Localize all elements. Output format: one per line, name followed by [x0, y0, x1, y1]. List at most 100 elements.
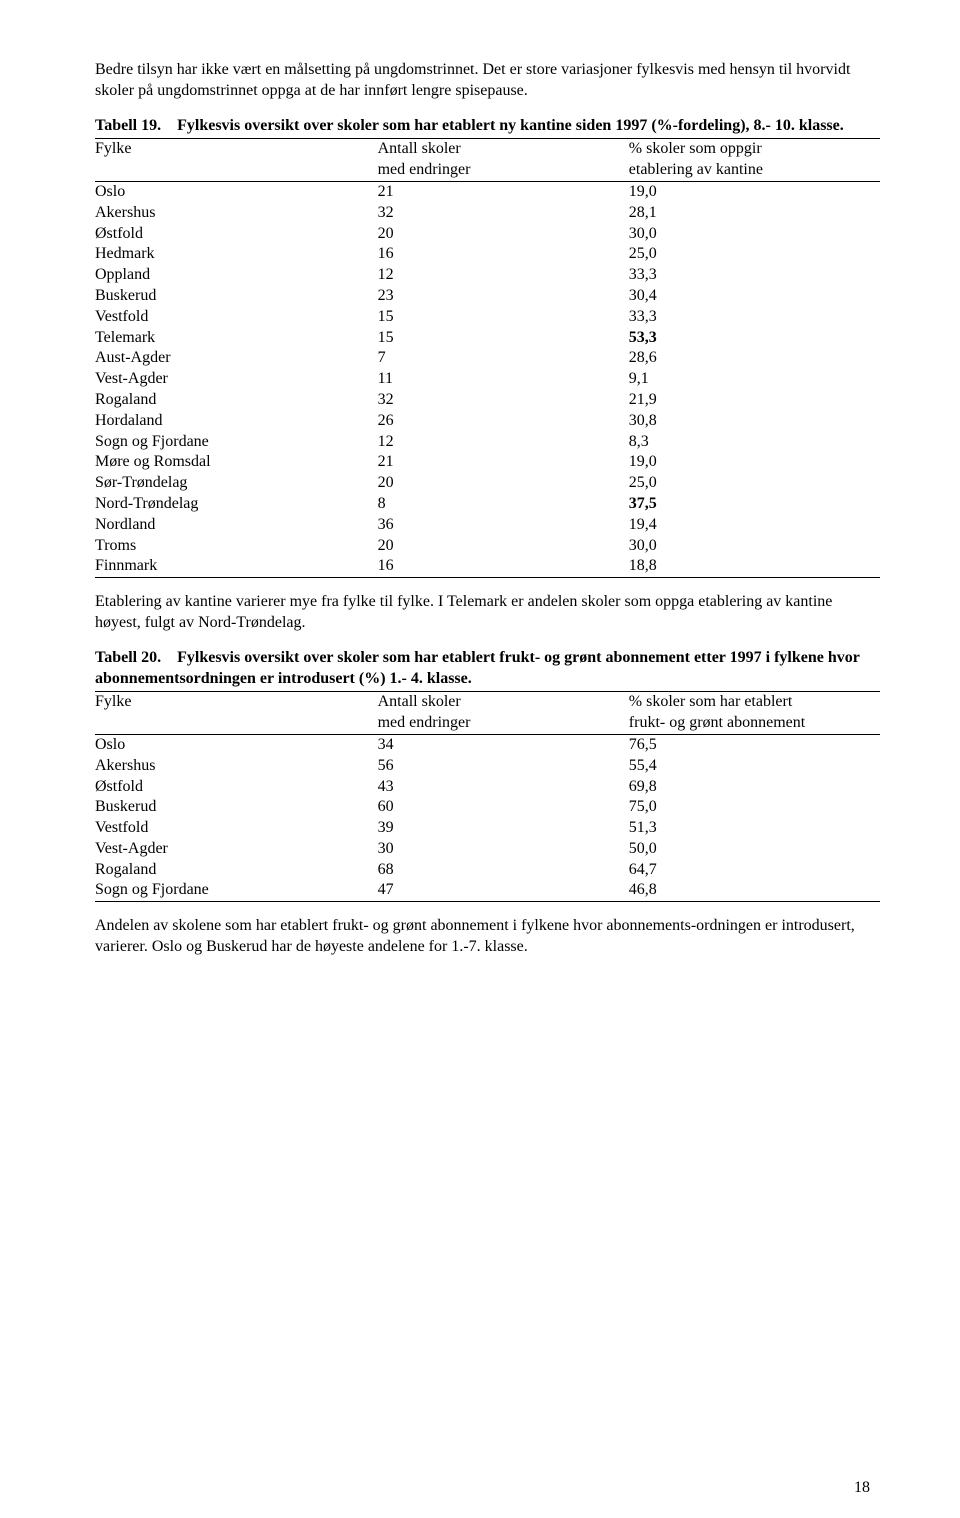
table-row: Vest-Agder3050,0: [95, 839, 880, 860]
cell-antall: 23: [378, 286, 629, 307]
cell-fylke: Akershus: [95, 756, 378, 777]
cell-pct: 51,3: [629, 818, 880, 839]
table19-caption: Tabell 19. Fylkesvis oversikt over skole…: [95, 116, 880, 137]
table20-caption: Tabell 20. Fylkesvis oversikt over skole…: [95, 648, 880, 690]
cell-antall: 20: [378, 536, 629, 557]
cell-pct: 75,0: [629, 797, 880, 818]
cell-fylke: Vestfold: [95, 307, 378, 328]
cell-antall: 36: [378, 515, 629, 536]
cell-pct: 30,8: [629, 411, 880, 432]
th-pct: % skoler som oppgir etablering av kantin…: [629, 139, 880, 182]
cell-fylke: Akershus: [95, 203, 378, 224]
cell-fylke: Sogn og Fjordane: [95, 880, 378, 901]
cell-pct: 33,3: [629, 307, 880, 328]
th-fylke: Fylke: [95, 692, 378, 735]
outro-paragraph: Andelen av skolene som har etablert fruk…: [95, 916, 880, 958]
cell-pct: 46,8: [629, 880, 880, 901]
cell-antall: 68: [378, 860, 629, 881]
table-row: Hordaland2630,8: [95, 411, 880, 432]
cell-fylke: Nord-Trøndelag: [95, 494, 378, 515]
cell-fylke: Møre og Romsdal: [95, 452, 378, 473]
th-antall-2: med endringer: [378, 714, 471, 731]
table-row: Sogn og Fjordane128,3: [95, 432, 880, 453]
table20-label: Tabell 20.: [95, 649, 161, 666]
table-row: Nordland3619,4: [95, 515, 880, 536]
cell-pct: 25,0: [629, 473, 880, 494]
table20-caption-text: Fylkesvis oversikt over skoler som har e…: [95, 649, 860, 687]
th-antall: Antall skoler med endringer: [378, 139, 629, 182]
cell-antall: 26: [378, 411, 629, 432]
cell-antall: 12: [378, 432, 629, 453]
th-pct-2: etablering av kantine: [629, 161, 763, 178]
cell-pct: 30,4: [629, 286, 880, 307]
table-row: Oppland1233,3: [95, 265, 880, 286]
table20: Fylke Antall skoler med endringer % skol…: [95, 691, 880, 902]
cell-pct: 33,3: [629, 265, 880, 286]
cell-fylke: Vest-Agder: [95, 369, 378, 390]
cell-fylke: Troms: [95, 536, 378, 557]
cell-fylke: Oslo: [95, 734, 378, 755]
cell-pct: 69,8: [629, 777, 880, 798]
cell-antall: 15: [378, 307, 629, 328]
cell-fylke: Rogaland: [95, 860, 378, 881]
cell-antall: 16: [378, 556, 629, 577]
table-row: Oslo3476,5: [95, 734, 880, 755]
cell-pct: 19,4: [629, 515, 880, 536]
table-row: Telemark1553,3: [95, 328, 880, 349]
th-antall-1: Antall skoler: [378, 140, 461, 157]
th-pct-1: % skoler som har etablert: [629, 693, 793, 710]
table-row: Vestfold1533,3: [95, 307, 880, 328]
cell-pct: 28,6: [629, 348, 880, 369]
table-row: Akershus5655,4: [95, 756, 880, 777]
cell-pct: 28,1: [629, 203, 880, 224]
table19-caption-text: Fylkesvis oversikt over skoler som har e…: [177, 117, 844, 134]
cell-antall: 43: [378, 777, 629, 798]
cell-antall: 8: [378, 494, 629, 515]
cell-antall: 7: [378, 348, 629, 369]
cell-pct: 50,0: [629, 839, 880, 860]
cell-fylke: Buskerud: [95, 797, 378, 818]
cell-antall: 12: [378, 265, 629, 286]
table-row: Sør-Trøndelag2025,0: [95, 473, 880, 494]
cell-fylke: Telemark: [95, 328, 378, 349]
cell-fylke: Vest-Agder: [95, 839, 378, 860]
cell-pct: 30,0: [629, 536, 880, 557]
cell-antall: 32: [378, 203, 629, 224]
cell-fylke: Nordland: [95, 515, 378, 536]
cell-antall: 21: [378, 181, 629, 202]
th-pct-1: % skoler som oppgir: [629, 140, 762, 157]
table19-label: Tabell 19.: [95, 117, 161, 134]
cell-antall: 30: [378, 839, 629, 860]
cell-pct: 55,4: [629, 756, 880, 777]
cell-fylke: Finnmark: [95, 556, 378, 577]
cell-antall: 21: [378, 452, 629, 473]
cell-pct: 9,1: [629, 369, 880, 390]
cell-antall: 20: [378, 224, 629, 245]
table-row: Rogaland6864,7: [95, 860, 880, 881]
table-row: Østfold4369,8: [95, 777, 880, 798]
cell-fylke: Rogaland: [95, 390, 378, 411]
cell-fylke: Buskerud: [95, 286, 378, 307]
cell-fylke: Vestfold: [95, 818, 378, 839]
cell-antall: 34: [378, 734, 629, 755]
cell-pct: 21,9: [629, 390, 880, 411]
table-row: Hedmark1625,0: [95, 244, 880, 265]
th-antall-2: med endringer: [378, 161, 471, 178]
table-row: Aust-Agder728,6: [95, 348, 880, 369]
cell-antall: 56: [378, 756, 629, 777]
cell-pct: 37,5: [629, 494, 880, 515]
cell-fylke: Hedmark: [95, 244, 378, 265]
cell-pct: 53,3: [629, 328, 880, 349]
th-antall: Antall skoler med endringer: [378, 692, 629, 735]
cell-pct: 8,3: [629, 432, 880, 453]
table-row: Troms2030,0: [95, 536, 880, 557]
cell-antall: 11: [378, 369, 629, 390]
cell-pct: 18,8: [629, 556, 880, 577]
middle-paragraph: Etablering av kantine varierer mye fra f…: [95, 592, 880, 634]
cell-antall: 39: [378, 818, 629, 839]
cell-pct: 25,0: [629, 244, 880, 265]
cell-antall: 32: [378, 390, 629, 411]
cell-fylke: Oslo: [95, 181, 378, 202]
intro-paragraph: Bedre tilsyn har ikke vært en målsetting…: [95, 60, 880, 102]
table19: Fylke Antall skoler med endringer % skol…: [95, 138, 880, 578]
